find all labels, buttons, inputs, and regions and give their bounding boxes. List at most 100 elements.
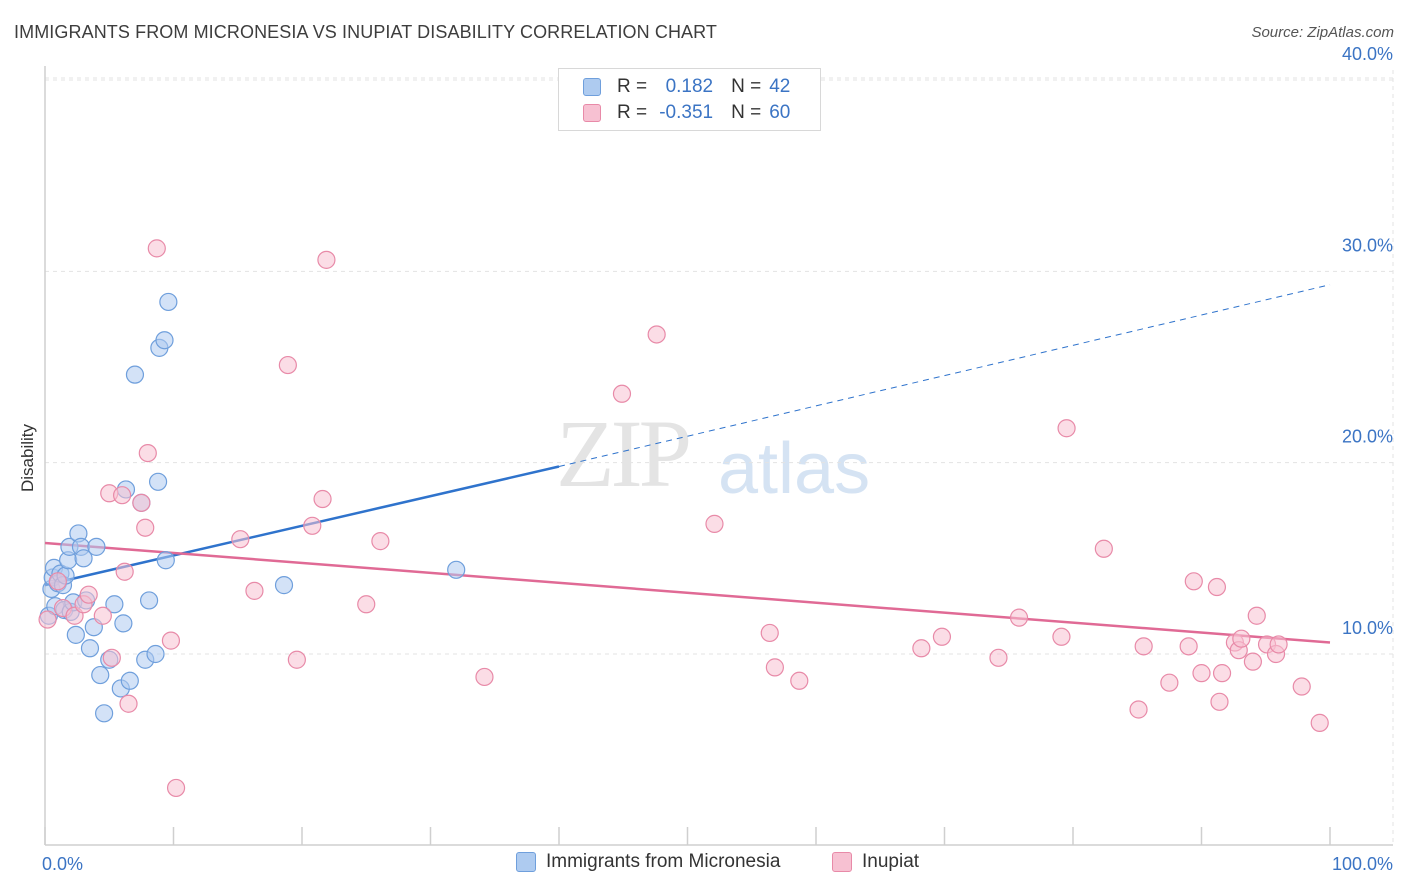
point-inupiat — [112, 486, 132, 505]
chart-title: IMMIGRANTS FROM MICRONESIA VS INUPIAT DI… — [14, 22, 718, 42]
trend-lines — [44, 284, 1331, 644]
point-inupiat — [912, 639, 931, 658]
point-inupiat — [136, 518, 155, 537]
point-inupiat — [278, 355, 297, 375]
point-micronesia — [114, 614, 133, 633]
point-inupiat — [147, 239, 166, 258]
point-inupiat — [303, 516, 322, 535]
point-inupiat — [647, 325, 666, 344]
point-inupiat — [38, 610, 57, 629]
legend-swatch-pink — [583, 104, 601, 122]
legend-r-label: R = — [617, 76, 648, 97]
y-axis-label: Disability — [18, 423, 37, 492]
point-micronesia — [159, 292, 178, 312]
point-inupiat — [115, 562, 134, 581]
trend-line-inupiat — [44, 541, 1331, 644]
point-inupiat — [612, 384, 632, 403]
legend-row-inupiat: R = -0.351 N = 60 — [583, 100, 790, 126]
point-inupiat — [1212, 664, 1232, 683]
point-inupiat — [166, 778, 186, 798]
point-inupiat — [1210, 692, 1229, 711]
point-inupiat — [231, 530, 250, 549]
point-micronesia — [139, 591, 159, 610]
watermark-zip: ZIP — [556, 400, 692, 507]
point-inupiat — [1232, 629, 1251, 648]
point-inupiat — [1310, 713, 1329, 732]
legend-box: R = 0.182 N = 42 R = -0.351 N = 60 — [558, 68, 821, 131]
point-inupiat — [1207, 577, 1227, 597]
point-micronesia — [120, 671, 139, 690]
point-inupiat — [1160, 673, 1179, 692]
point-inupiat — [371, 532, 390, 551]
point-inupiat — [1009, 608, 1029, 627]
point-inupiat — [1179, 637, 1198, 656]
legend-row-micronesia: R = 0.182 N = 42 — [583, 74, 790, 100]
point-micronesia — [156, 551, 175, 570]
point-inupiat — [1129, 700, 1148, 719]
point-inupiat — [1247, 606, 1266, 625]
y-tick-label: 20.0% — [1342, 427, 1393, 447]
legend-n-label: N = — [731, 102, 762, 123]
watermark-atlas: atlas — [718, 429, 871, 509]
point-inupiat — [1052, 627, 1071, 646]
point-inupiat — [245, 581, 264, 600]
grid-lines — [45, 70, 1394, 845]
point-inupiat — [119, 694, 138, 713]
legend-r-value: -0.351 — [659, 102, 714, 123]
point-inupiat — [760, 623, 779, 643]
point-micronesia — [155, 331, 174, 350]
bottom-legend-micronesia[interactable]: Immigrants from Micronesia — [516, 851, 780, 873]
point-inupiat — [161, 631, 181, 650]
bottom-legend-label: Inupiat — [862, 851, 920, 872]
point-micronesia — [447, 560, 466, 579]
point-inupiat — [1192, 664, 1211, 683]
point-micronesia — [146, 644, 165, 664]
point-inupiat — [932, 627, 952, 646]
legend-r-value: 0.182 — [665, 76, 714, 97]
point-inupiat — [790, 671, 809, 690]
point-micronesia — [148, 472, 168, 491]
point-micronesia — [66, 625, 85, 644]
point-inupiat — [287, 650, 306, 669]
legend-r-label: R = — [617, 102, 648, 123]
bottom-legend: Immigrants from Micronesia Inupiat — [0, 851, 1406, 879]
data-points — [38, 239, 1329, 798]
point-inupiat — [93, 606, 112, 625]
legend-swatch-blue — [583, 78, 601, 96]
legend-n-label: N = — [731, 76, 762, 97]
point-inupiat — [475, 667, 494, 687]
y-tick-label: 10.0% — [1342, 618, 1393, 638]
bottom-legend-inupiat[interactable]: Inupiat — [832, 851, 919, 873]
axes — [44, 66, 1393, 846]
point-inupiat — [357, 595, 376, 614]
legend-n-value: 42 — [769, 76, 791, 97]
point-inupiat — [313, 489, 332, 509]
point-micronesia — [87, 537, 106, 556]
x-tick-label-min: 0.0% — [42, 854, 83, 874]
point-inupiat — [102, 648, 121, 667]
y-tick-label: 40.0% — [1342, 44, 1393, 64]
point-inupiat — [1094, 539, 1113, 558]
point-micronesia — [274, 576, 294, 595]
point-inupiat — [765, 658, 784, 677]
point-micronesia — [125, 365, 145, 384]
point-inupiat — [1184, 572, 1203, 591]
trend-line-micronesia-extrapolated — [558, 284, 1331, 467]
x-tick-label-max: 100.0% — [1332, 854, 1393, 874]
source-label: Source: ZipAtlas.com — [1251, 24, 1394, 41]
point-inupiat — [1134, 637, 1153, 656]
point-inupiat — [1057, 419, 1076, 438]
point-inupiat — [705, 514, 724, 533]
point-micronesia — [80, 639, 100, 658]
point-inupiat — [79, 585, 98, 604]
point-inupiat — [317, 250, 336, 269]
legend-n-value: 60 — [769, 102, 791, 123]
point-micronesia — [95, 704, 114, 723]
point-inupiat — [1269, 635, 1288, 654]
y-tick-label: 30.0% — [1342, 235, 1393, 255]
axis-labels: 10.0% 20.0% 30.0% 40.0% 0.0% 100.0% Disability — [18, 44, 1393, 874]
point-inupiat — [1243, 652, 1263, 671]
point-inupiat — [989, 648, 1008, 667]
point-micronesia — [91, 665, 110, 685]
